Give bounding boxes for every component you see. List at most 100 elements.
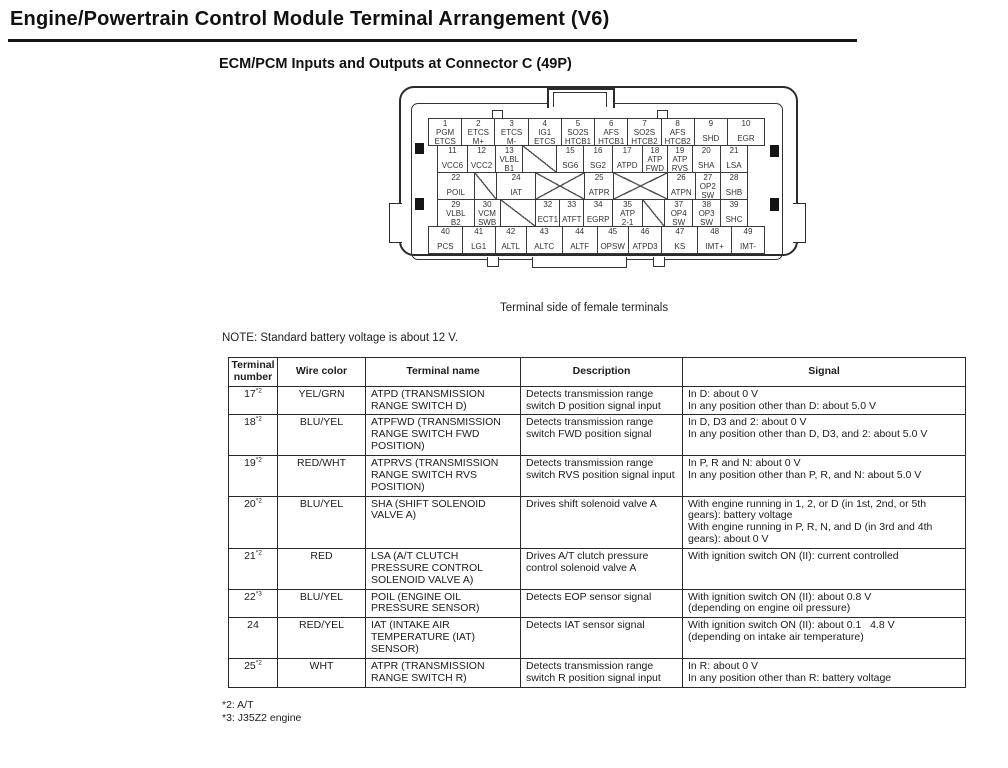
table-row: 17*2 YEL/GRN ATPD (TRANSMISSION RANGE SWIT… <box>228 385 966 416</box>
terminal-cell: 47 KS <box>661 226 699 254</box>
terminal-cell: 21 LSA <box>719 145 749 173</box>
cell-signal: In D, D3 and 2: about 0 V In any positio… <box>682 414 966 457</box>
terminal-row: 1 PGM ETCS 2 ETCS M+ 3 ETCS M- 4 IG1 ETCS 5 SO2S … <box>428 118 766 146</box>
footnote-marker: *2 <box>255 497 262 505</box>
terminal-cell: 18 ATP FWD <box>641 145 669 173</box>
terminal-cell-blank <box>499 199 537 227</box>
terminal-number: 9 <box>708 119 714 128</box>
terminal-cell: 35 ATP 2-1 <box>612 199 644 227</box>
terminal-cell: 42 ALTL <box>494 226 527 254</box>
terminal-cell: 11 VCC6 <box>437 145 468 173</box>
terminal-number: 37 <box>674 200 684 209</box>
terminal-number: 2 <box>476 119 481 128</box>
terminal-cell: 16 SG2 <box>583 145 613 173</box>
terminal-label: KS <box>674 242 686 252</box>
terminal-cell: 33 ATFT <box>559 199 585 227</box>
connector-top-tab-inner <box>553 92 607 107</box>
cell-description: Drives shift solenoid valve A <box>520 495 683 550</box>
terminal-number: 33 <box>567 200 577 209</box>
terminal-number: 49 <box>743 227 753 236</box>
terminal-number: 35 <box>623 200 633 209</box>
terminal-label: LG1 <box>471 242 487 252</box>
connector-lock-square <box>770 198 779 211</box>
cell-description: Drives A/T clutch pressure control solen… <box>520 548 683 590</box>
cell-terminal-number: 18*2 <box>228 414 278 457</box>
page-title: Engine/Powertrain Control Module Termina… <box>10 8 610 30</box>
cell-wire-color: RED/WHT <box>277 455 366 497</box>
cell-terminal-name: ATPFWD (TRANSMISSION RANGE SWITCH FWD PO… <box>365 414 521 457</box>
terminal-number: 39 <box>729 200 739 209</box>
terminal-number: 18 <box>650 146 660 155</box>
terminal-label: IAT <box>510 188 523 198</box>
terminal-label: IMT- <box>740 242 756 252</box>
connector-bottom-tray <box>532 257 627 268</box>
terminal-cell: 26 ATPN <box>666 172 696 200</box>
cell-description: Detects transmission range switch R posi… <box>520 657 683 688</box>
terminal-cell: 45 OPSW <box>596 226 629 254</box>
terminal-label: PGM ETCS <box>434 127 456 146</box>
terminal-cell: 40 PCS <box>428 226 463 254</box>
cell-wire-color: BLU/YEL <box>277 495 366 550</box>
cell-signal: In D: about 0 V In any position other th… <box>682 385 966 416</box>
terminal-label: VLBL B1 <box>499 154 520 173</box>
terminal-cell: 15 SG6 <box>556 145 585 173</box>
cell-description: Detects transmission range switch RVS po… <box>520 455 683 497</box>
cell-terminal-name: POIL (ENGINE OIL PRESSURE SENSOR) <box>365 588 521 619</box>
figure-subtitle: ECM/PCM Inputs and Outputs at Connector … <box>219 56 572 72</box>
table-row: 22*3 BLU/YEL POIL (ENGINE OIL PRESSURE SEN… <box>228 588 966 619</box>
terminal-number: 19 <box>675 146 685 155</box>
terminal-label: VLBL B2 <box>445 208 466 227</box>
terminal-cell-blank <box>522 145 558 173</box>
terminal-label: ATPD <box>616 161 638 171</box>
terminal-cell: 20 SHA <box>691 145 721 173</box>
terminal-label: ALTL <box>501 242 520 252</box>
title-rule <box>8 39 857 42</box>
terminal-cell: 1 PGM ETCS <box>428 118 463 146</box>
terminal-cell: 7 SO2S HTCB2 <box>627 118 662 146</box>
footnote-marker: *2 <box>255 415 262 423</box>
cell-terminal-number: 24 <box>228 617 278 659</box>
cell-wire-color: YEL/GRN <box>277 385 366 416</box>
footnote: *3: J35Z2 engine <box>222 712 302 724</box>
terminal-label: SHC <box>725 215 743 225</box>
terminal-cell: 24 IAT <box>496 172 537 200</box>
col-header-terminal-number: Terminal number <box>228 357 278 387</box>
terminal-cell: 32 ECT1 <box>535 199 561 227</box>
terminal-label: OP3 SW <box>698 208 715 227</box>
terminal-label: OP4 SW <box>670 208 687 227</box>
terminal-cell-blank <box>642 199 666 227</box>
terminal-number: 29 <box>451 200 461 209</box>
footnote-marker: *2 <box>255 659 262 667</box>
terminal-label: OP2 SW <box>699 181 716 200</box>
terminal-label: ATPR <box>588 188 610 198</box>
terminal-number: 45 <box>608 227 618 236</box>
terminal-row: 22 POIL 24 IAT 25 ATPR 26 ATPN 27 OP2 SW 28 SHB <box>437 172 748 200</box>
terminal-cell: 4 IG1 ETCS <box>527 118 562 146</box>
terminal-label: ATFT <box>562 215 582 225</box>
terminal-number: 38 <box>702 200 712 209</box>
terminal-label: SG2 <box>589 161 606 171</box>
footnote: *2: A/T <box>222 699 254 711</box>
terminal-row: 29 VLBL B2 30 VCM SWB 32 ECT1 33 ATFT 34 EGRP 35 AT… <box>437 199 749 227</box>
terminal-number: 32 <box>543 200 553 209</box>
terminal-number: 21 <box>729 146 739 155</box>
terminal-number: 26 <box>676 173 686 182</box>
terminal-number: 1 <box>442 119 448 128</box>
connector-bottom-notch <box>487 257 499 267</box>
cell-wire-color: BLU/YEL <box>277 414 366 457</box>
terminal-label: ATPN <box>670 188 692 198</box>
terminal-number: 15 <box>565 146 575 155</box>
terminal-number: 20 <box>701 146 711 155</box>
terminal-label: ETCS M+ <box>467 127 489 146</box>
terminal-number: 10 <box>741 119 751 128</box>
terminal-cell: 27 OP2 SW <box>694 172 721 200</box>
cell-terminal-name: ATPRVS (TRANSMISSION RANGE SWITCH RVS PO… <box>365 455 521 497</box>
cell-terminal-number: 17*2 <box>228 385 278 416</box>
terminal-label: LSA <box>726 161 742 171</box>
connector-right-wing <box>793 203 806 243</box>
table-row: 18*2 BLU/YEL ATPFWD (TRANSMISSION RANGE SW… <box>228 414 966 457</box>
terminal-number: 28 <box>729 173 739 182</box>
terminal-cell-blank <box>613 172 668 200</box>
cell-description: Detects transmission range switch FWD po… <box>520 414 683 457</box>
